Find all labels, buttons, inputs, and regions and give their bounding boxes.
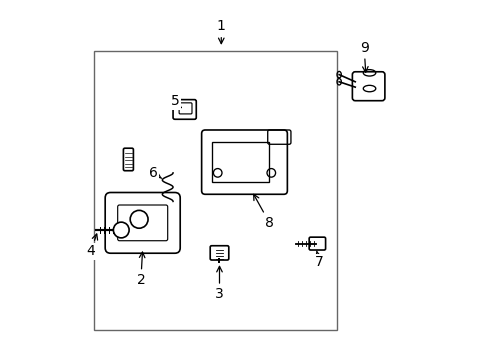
Text: 3: 3	[215, 266, 224, 301]
Text: 1: 1	[216, 19, 225, 44]
Text: 7: 7	[314, 251, 323, 269]
Text: 8: 8	[253, 194, 273, 230]
Circle shape	[113, 222, 129, 238]
Text: 5: 5	[170, 94, 181, 108]
Text: 9: 9	[359, 41, 368, 72]
Text: 4: 4	[86, 234, 98, 258]
Text: 6: 6	[149, 166, 161, 180]
Text: 2: 2	[136, 252, 145, 287]
